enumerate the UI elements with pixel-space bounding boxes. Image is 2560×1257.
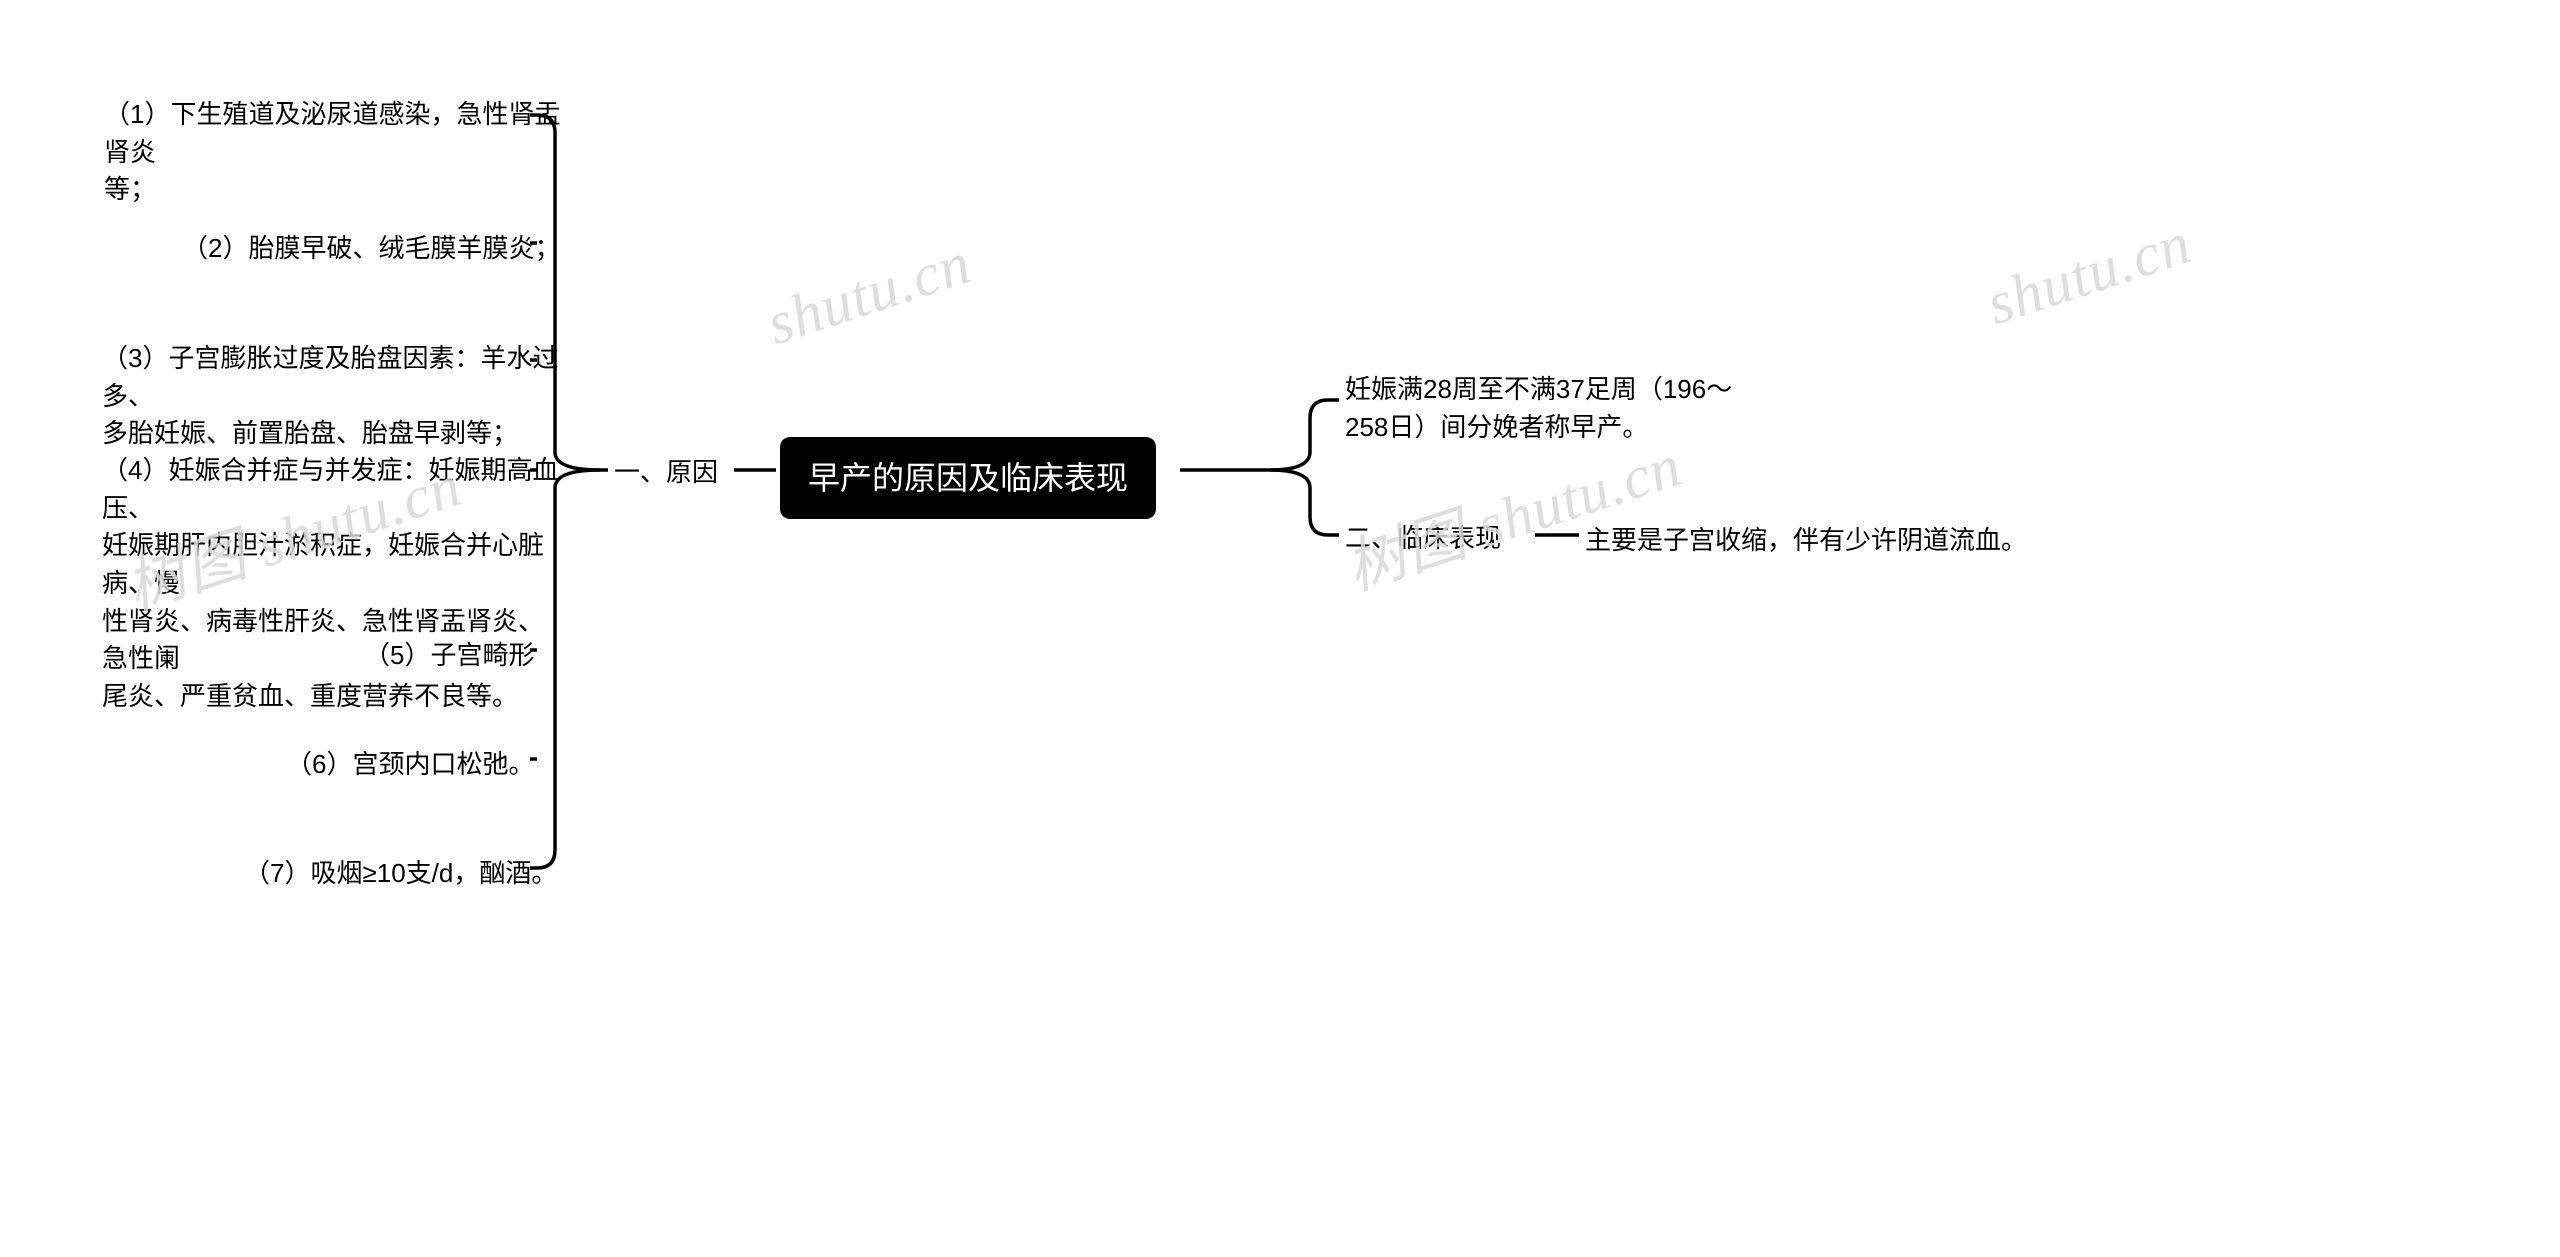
- right-branch-label: 妊娠满28周至不满37足周（196～ 258日）间分娩者称早产。: [1345, 371, 1732, 446]
- left-item: （3）子宫膨胀过度及胎盘因素：羊水过多、 多胎妊娠、前置胎盘、胎盘早剥等；: [102, 340, 562, 453]
- left-item: （5）子宫畸形: [364, 637, 534, 675]
- watermark: shutu.cn: [759, 229, 980, 359]
- left-item: （4）妊娠合并症与并发症：妊娠期高血压、 妊娠期肝内胆汁淤积症，妊娠合并心脏病、…: [102, 452, 562, 716]
- left-item: （1）下生殖道及泌尿道感染，急性肾盂肾炎 等；: [104, 96, 564, 209]
- right-branch-label: 二、临床表现: [1345, 520, 1501, 558]
- left-item: （7）吸烟≥10支/d，酗酒。: [244, 855, 557, 893]
- right-branch-child: 主要是子宫收缩，伴有少许阴道流血。: [1585, 522, 2027, 560]
- left-item: （6）宫颈内口松弛。: [286, 746, 534, 784]
- left-item: （2）胎膜早破、绒毛膜羊膜炎；: [182, 230, 560, 268]
- watermark: shutu.cn: [1979, 209, 2200, 339]
- left-branch-label: 一、原因: [614, 454, 718, 492]
- center-node: 早产的原因及临床表现: [780, 437, 1156, 519]
